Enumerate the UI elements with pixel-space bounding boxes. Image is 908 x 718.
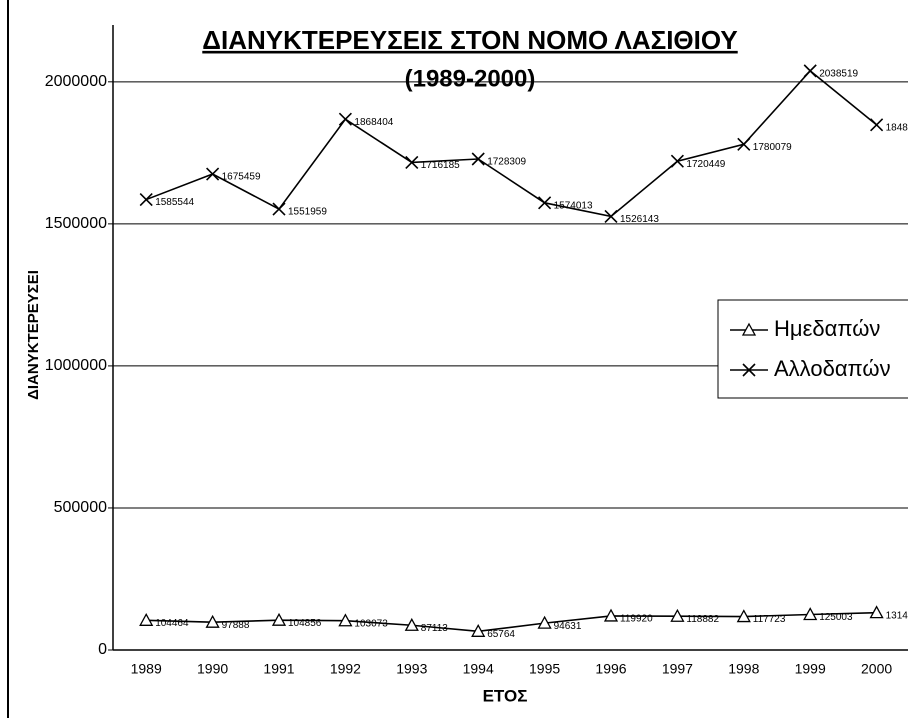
marker xyxy=(803,64,817,78)
marker xyxy=(870,118,884,132)
legend-box xyxy=(717,299,908,399)
x-tick-label: 1997 xyxy=(662,661,693,677)
plot: 104464 97888 104856 103073 87113 65764 94631 11… xyxy=(139,64,908,640)
data-label: 118882 xyxy=(686,614,719,625)
marker xyxy=(538,196,552,210)
data-label: 117723 xyxy=(753,614,786,625)
data-label: 2038519 xyxy=(819,69,858,80)
x-tick-label: 1990 xyxy=(197,661,228,677)
x-tick-label: 1991 xyxy=(263,661,294,677)
data-label: 103073 xyxy=(354,618,388,629)
marker xyxy=(803,607,818,621)
marker xyxy=(471,152,485,166)
series-line xyxy=(146,611,877,633)
legend-marker xyxy=(741,322,757,336)
data-label: 1720449 xyxy=(686,159,725,170)
x-tick-label: 1994 xyxy=(463,661,494,677)
x-tick-label: 1998 xyxy=(728,661,759,677)
x-tick-label: 1993 xyxy=(396,661,427,677)
series-line xyxy=(145,69,878,218)
legend-marker xyxy=(742,363,756,377)
marker xyxy=(670,608,685,622)
marker xyxy=(471,623,486,637)
marker xyxy=(736,609,751,623)
marker xyxy=(537,615,552,629)
marker xyxy=(272,202,286,216)
x-axis-label: ΕΤΟΣ xyxy=(483,686,528,705)
y-axis-label: ΔΙΑΝΥΚΤΕΡΕΥΣΕΙ xyxy=(25,270,42,400)
y-tick-label: 1000000 xyxy=(45,357,107,374)
data-label: 1551959 xyxy=(288,207,327,218)
marker xyxy=(338,112,352,126)
marker xyxy=(603,608,619,622)
data-label: 1675459 xyxy=(222,172,261,183)
data-label: 1780079 xyxy=(753,142,792,153)
data-label: 1574013 xyxy=(554,200,593,211)
marker xyxy=(206,167,220,181)
marker xyxy=(139,192,153,207)
legend-label: Ημεδαπών xyxy=(774,316,880,341)
y-tick-label: 1500000 xyxy=(45,215,107,232)
data-label: 1526143 xyxy=(620,214,659,225)
x-tick-label: 1999 xyxy=(795,661,826,677)
data-label: 1848506 xyxy=(886,122,908,133)
x-tick-label: 1995 xyxy=(529,661,560,677)
x-tick-label: 1989 xyxy=(131,661,162,677)
x-tick-label: 1992 xyxy=(330,661,361,677)
marker xyxy=(205,614,220,628)
chart-subtitle: (1989-2000) xyxy=(405,65,536,92)
marker xyxy=(271,612,287,626)
data-label: 125003 xyxy=(819,612,853,623)
chart-title: ΔΙΑΝΥΚΤΕΡΕΥΣΕΙΣ ΣΤΟΝ ΝΟΜΟ ΛΑΣΙΘΙΟΥ xyxy=(202,25,737,55)
data-label: 104464 xyxy=(155,618,189,629)
marker xyxy=(139,612,154,626)
data-label: 94631 xyxy=(554,621,582,632)
data-label: 87113 xyxy=(421,623,449,634)
legend: Ημεδαπών Αλλοδαπών xyxy=(717,299,908,399)
data-label: 1716185 xyxy=(421,160,460,171)
y-tick-label: 0 xyxy=(98,641,107,658)
data-label: 65764 xyxy=(487,629,515,640)
marker xyxy=(405,155,419,170)
data-label: 1868404 xyxy=(354,117,393,128)
data-label: 1728309 xyxy=(487,157,526,168)
data-label: 119920 xyxy=(620,614,653,625)
y-tick-label: 2000000 xyxy=(45,73,107,90)
data-label: 104856 xyxy=(288,618,322,629)
data-label: 1585544 xyxy=(155,197,194,208)
data-label: 131447 xyxy=(886,610,908,621)
marker xyxy=(338,613,353,627)
grid: 0 500000 1000000 1500000 2000000 1989 1990 1991… xyxy=(45,73,908,677)
marker xyxy=(737,137,751,151)
x-tick-label: 2000 xyxy=(861,661,892,677)
y-tick-label: 500000 xyxy=(54,499,107,516)
x-tick-label: 1996 xyxy=(595,661,626,677)
data-label: 97888 xyxy=(222,620,250,631)
legend-label: Αλλοδαπών xyxy=(774,356,891,381)
marker xyxy=(670,154,684,168)
marker xyxy=(604,209,618,224)
marker xyxy=(869,605,884,619)
marker xyxy=(404,617,419,631)
